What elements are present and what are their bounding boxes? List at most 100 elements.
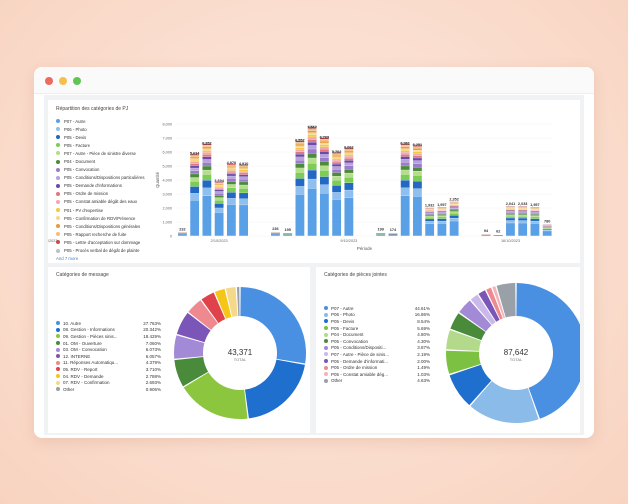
minimize-window-button[interactable] xyxy=(59,77,67,85)
donut-legend-item[interactable]: Other 0.906% xyxy=(56,386,161,393)
donut-legend-item[interactable]: P05 - Devis 8.54% xyxy=(324,318,430,325)
donut-legend-item[interactable]: 07. RDV - Confirmation 2.693% xyxy=(56,379,161,386)
donut-legend-item[interactable]: P05 - Conditions/Dispositi... 3.87% xyxy=(324,345,430,352)
donut-slice[interactable] xyxy=(240,287,307,364)
bar-stack[interactable] xyxy=(376,233,386,236)
donut-legend-item[interactable]: 12. INTERNE 6.057% xyxy=(56,353,161,360)
bar-legend-item[interactable]: P05 - Devis xyxy=(56,133,145,141)
donut-legend-item[interactable]: P06 - Photo 16.86% xyxy=(324,312,430,319)
maximize-window-button[interactable] xyxy=(73,77,81,85)
donut-slice[interactable] xyxy=(496,283,516,318)
donut-slice[interactable] xyxy=(225,287,238,317)
bar-stack[interactable] xyxy=(295,139,305,236)
legend-swatch xyxy=(324,345,328,350)
bar-segment xyxy=(413,146,422,149)
bar-stack[interactable] xyxy=(481,234,491,236)
donut-slice[interactable] xyxy=(183,372,248,419)
bar-stack[interactable] xyxy=(283,233,293,236)
bar-stack[interactable] xyxy=(425,207,435,236)
donut-slice[interactable] xyxy=(470,294,496,325)
bar-stack[interactable] xyxy=(332,151,342,236)
bar-stack[interactable] xyxy=(202,142,212,236)
bar-stack[interactable] xyxy=(542,224,552,236)
bar-stack[interactable] xyxy=(530,207,540,236)
donut-slice[interactable] xyxy=(449,364,492,406)
donut-legend-item[interactable]: 05. RDV - Report 3.710% xyxy=(56,366,161,373)
bar-stack[interactable] xyxy=(178,232,187,236)
donut-slice[interactable] xyxy=(470,381,539,423)
bar-legend-item[interactable]: P05 - Demande d'informations xyxy=(56,182,145,190)
donut-slice[interactable] xyxy=(446,350,481,374)
bar-stack[interactable] xyxy=(413,144,422,236)
donut-legend-item[interactable]: P05 - Constat amiable dég... 1.03% xyxy=(324,371,430,378)
donut-legend-item[interactable]: P05 - Demande d'informati... 2.00% xyxy=(324,358,430,365)
bar-stack[interactable] xyxy=(518,206,528,236)
bar-stack[interactable] xyxy=(449,201,459,236)
close-window-button[interactable] xyxy=(45,77,53,85)
donut-slice[interactable] xyxy=(236,287,240,317)
donut-legend-item[interactable]: 03. OM - Convocation 6.073% xyxy=(56,346,161,353)
donut-legend-item[interactable]: 09. Gestion - Pièces sinis... 18.429% xyxy=(56,333,161,340)
bar-legend-item[interactable]: P05 - Conditions/Dispositions générales xyxy=(56,222,145,230)
bar-total-label: 2,041 xyxy=(506,202,516,206)
bar-segment xyxy=(226,192,236,199)
bar-stack[interactable] xyxy=(190,153,200,236)
donut-slice[interactable] xyxy=(174,356,209,387)
donut-legend-item[interactable]: 01. OM - Ouverture 7.060% xyxy=(56,340,161,347)
donut-legend-item[interactable]: 08. Gestion - Informations 20.342% xyxy=(56,327,161,334)
bar-legend-item[interactable]: P05 - Lettre d'acceptation sur dommage xyxy=(56,238,145,246)
bar-legend-item[interactable]: P04 - Document xyxy=(56,157,145,165)
bar-segment xyxy=(400,152,410,155)
donut-slice[interactable] xyxy=(450,313,486,341)
donut-slice[interactable] xyxy=(492,286,506,319)
donut-slice[interactable] xyxy=(201,292,226,323)
bar-stack[interactable] xyxy=(319,136,329,236)
donut-legend-item[interactable]: P05 - Ordre de mission 1.49% xyxy=(324,364,430,371)
donut-legend-item[interactable]: 04. RDV - Demande 2.788% xyxy=(56,373,161,380)
bar-stack[interactable] xyxy=(493,235,503,236)
bar-stack[interactable] xyxy=(400,142,410,236)
bar-legend-item[interactable]: P07 - Autre xyxy=(56,117,145,125)
donut-legend-item[interactable]: 10. Autre 27.763% xyxy=(56,320,161,327)
donut-slice[interactable] xyxy=(188,300,218,330)
donut-slice[interactable] xyxy=(486,287,503,320)
bar-stack[interactable] xyxy=(239,163,249,236)
bar-legend-item[interactable]: P05 - Ordre de mission xyxy=(56,190,145,198)
bar-segment xyxy=(518,210,528,212)
bar-stack[interactable] xyxy=(437,207,447,236)
bar-stack[interactable] xyxy=(226,162,236,236)
bar-stack[interactable] xyxy=(506,205,515,236)
bar-stack[interactable] xyxy=(388,233,398,236)
donut-legend-item[interactable]: P07 - Autre 44.61% xyxy=(324,305,430,312)
donut-slice[interactable] xyxy=(446,330,482,352)
bar-legend-item[interactable]: P05 - Confirmation de RDV/Présence xyxy=(56,214,145,222)
bar-stack[interactable] xyxy=(307,125,317,236)
bar-stack[interactable] xyxy=(214,181,224,236)
donut-slice[interactable] xyxy=(459,300,492,332)
donut-legend-item[interactable]: P07 - Autre - Pièce de sinis... 2.19% xyxy=(324,351,430,358)
bar-legend-item[interactable]: P06 - Photo xyxy=(56,125,145,133)
donut-slice[interactable] xyxy=(176,312,211,343)
bar-stack[interactable] xyxy=(344,146,354,236)
legend-more-link[interactable]: And 7 more xyxy=(56,255,79,261)
bar-legend-item[interactable]: P05 - Conditions/Dispositions particuliè… xyxy=(56,174,145,182)
donut-legend-item[interactable]: P05 - Convocation 4.30% xyxy=(324,338,430,345)
donut-slice[interactable] xyxy=(478,290,500,322)
donut-slice[interactable] xyxy=(174,335,205,359)
donut-slice[interactable] xyxy=(245,359,305,419)
bar-stack[interactable] xyxy=(271,232,280,236)
donut-slice[interactable] xyxy=(516,283,580,419)
donut-legend-item[interactable]: P04 - Document 4.80% xyxy=(324,331,430,338)
bar-segment xyxy=(295,168,305,173)
bar-legend-item[interactable]: P05 - Procès verbal de dégât de plainte xyxy=(56,247,145,255)
bar-legend-item[interactable]: P05 - Constat amiable dégât des eaux xyxy=(56,198,145,206)
donut-slice[interactable] xyxy=(214,288,232,319)
donut-legend-item[interactable]: P05 - Facture 5.69% xyxy=(324,325,430,332)
donut-legend-item[interactable]: Other 4.63% xyxy=(324,378,430,385)
donut-legend-item[interactable]: 11. Réponses Automatiqu... 4.379% xyxy=(56,360,161,367)
bar-legend-item[interactable]: P07 - Autre - Pièce de sinistre diverse xyxy=(56,149,145,157)
bar-legend-item[interactable]: P05 - Facture xyxy=(56,141,145,149)
bar-legend-item[interactable]: P01 - PV d'expertise xyxy=(56,206,145,214)
bar-legend-item[interactable]: P05 - Rapport recherche de fuite xyxy=(56,230,145,238)
bar-legend-item[interactable]: P05 - Convocation xyxy=(56,166,145,174)
